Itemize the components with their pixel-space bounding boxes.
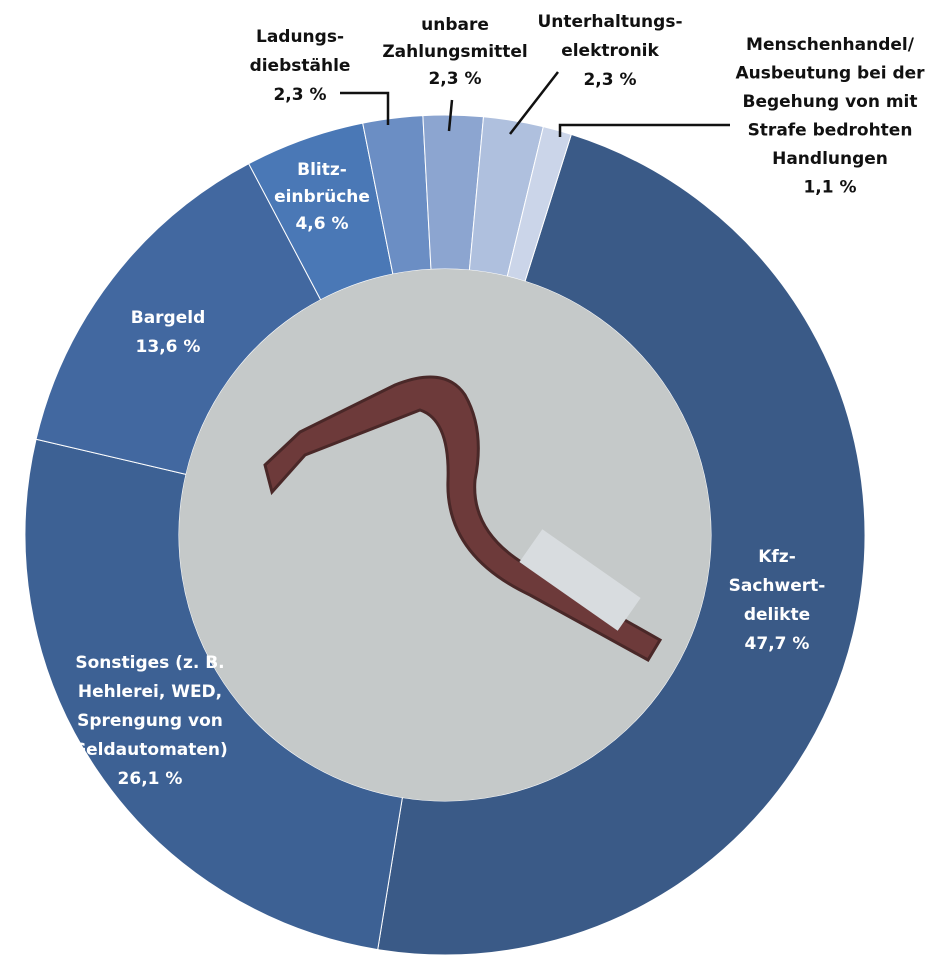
label-line: Bargeld — [131, 308, 206, 328]
label-line: Sprengung von — [77, 711, 223, 731]
leader-lines — [340, 71, 730, 137]
label-line: Hehlerei, WED, — [78, 682, 222, 702]
label-line: Zahlungsmittel — [382, 42, 527, 62]
label-line: Ladungs- — [256, 27, 344, 47]
label-line: Sachwert- — [729, 576, 826, 596]
label-line: Begehung von mit — [742, 92, 917, 112]
slices — [24, 114, 866, 956]
label-line: einbrüche — [274, 187, 370, 207]
slice-label: Unterhaltungs-elektronik — [537, 12, 682, 61]
value-label: 2,3 % — [428, 69, 481, 89]
value-label: 1,1 % — [803, 178, 856, 198]
label-line: Unterhaltungs- — [537, 12, 682, 32]
value-label: 2,3 % — [273, 85, 326, 105]
label-line: elektronik — [561, 41, 659, 61]
label-line: unbare — [421, 15, 489, 35]
slice-label: Bargeld — [131, 308, 206, 328]
value-label: 47,7 % — [745, 634, 810, 654]
label-line: delikte — [744, 605, 810, 625]
label-line: diebstähle — [250, 56, 351, 76]
slice-label: Menschenhandel/Ausbeutung bei der Begehun… — [735, 35, 925, 169]
label-line: Blitz- — [297, 160, 347, 180]
slice-label: unbare Zahlungsmittel — [382, 15, 527, 62]
value-label: 26,1 % — [118, 769, 183, 789]
slice-label: Ladungs-diebstähle — [250, 27, 351, 76]
slice-label: Sonstiges (z. B. Hehlerei, WED, Sprengung … — [72, 653, 228, 760]
value-label: 13,6 % — [136, 337, 201, 357]
label-line: Handlungen — [772, 149, 888, 169]
slice-label: Blitz-einbrüche — [274, 160, 370, 207]
label-line: Ausbeutung bei der — [735, 64, 925, 84]
center-photo — [179, 269, 711, 801]
label-line: Kfz- — [758, 547, 796, 567]
value-label: 4,6 % — [295, 214, 348, 234]
label-line: Geldautomaten) — [72, 740, 228, 760]
label-line: Strafe bedrohten — [748, 121, 913, 141]
value-label: 2,3 % — [583, 70, 636, 90]
label-line: Sonstiges (z. B. — [75, 653, 224, 673]
slice-label: Kfz- Sachwert-delikte — [729, 547, 826, 625]
label-line: Menschenhandel/ — [746, 35, 915, 55]
